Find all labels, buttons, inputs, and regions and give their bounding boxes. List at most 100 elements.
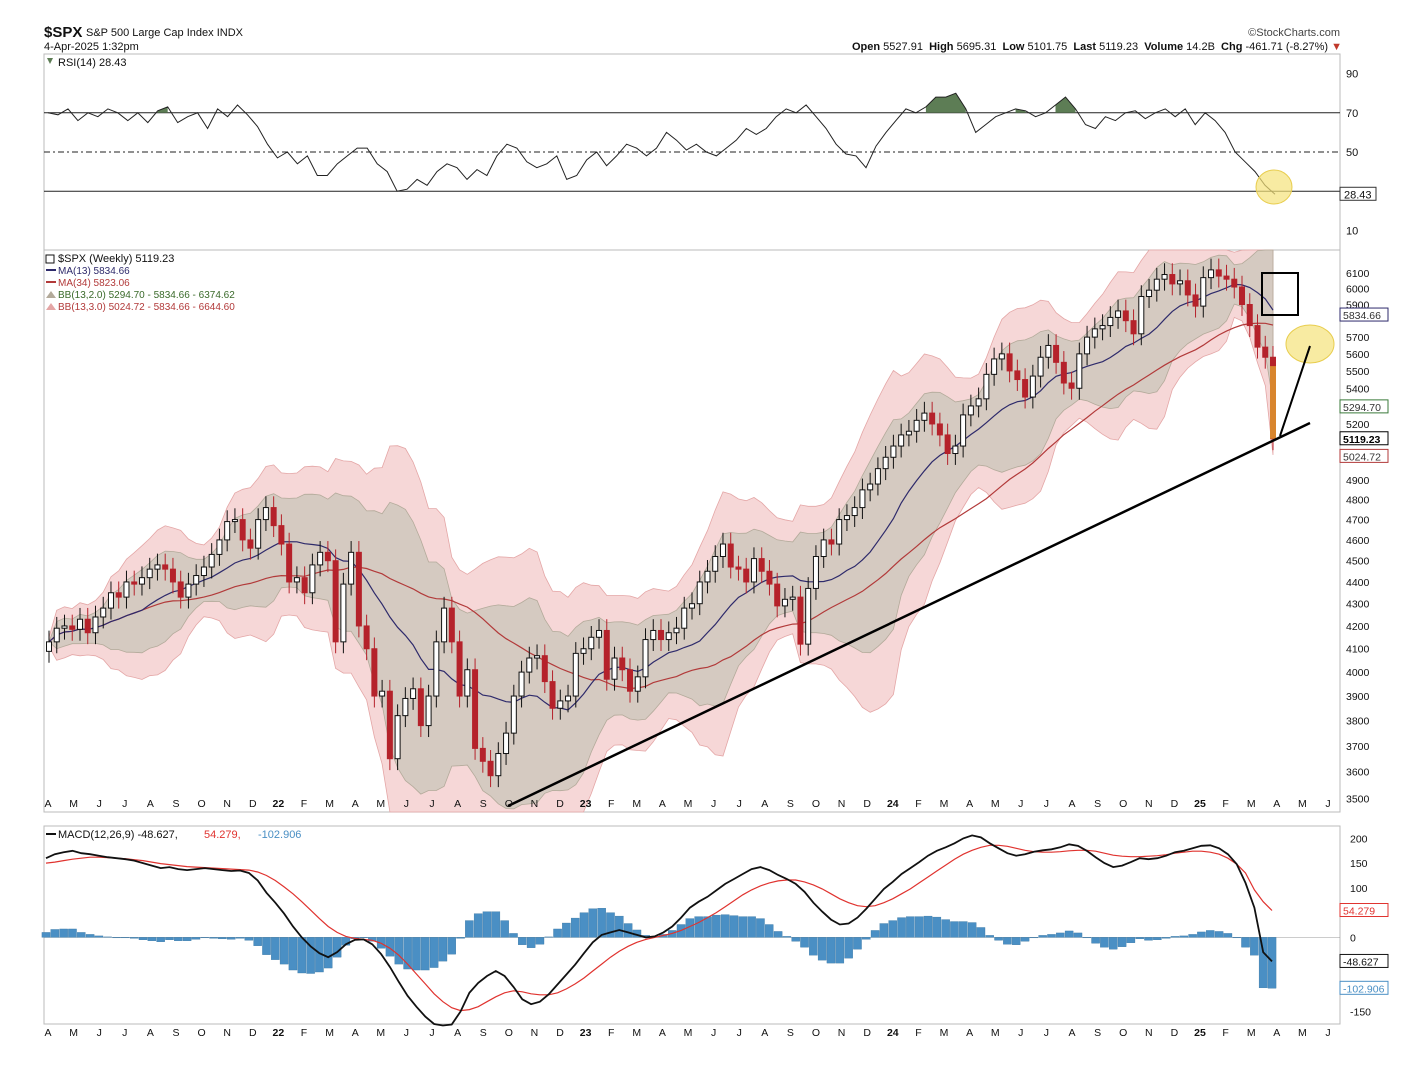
- macd-histogram-bar: [438, 937, 448, 962]
- macd-histogram-bar: [1223, 933, 1233, 938]
- macd-histogram-bar: [526, 937, 536, 948]
- macd-histogram-bar: [809, 937, 818, 956]
- x-axis-month-top: J: [404, 798, 409, 810]
- x-axis-month-top: N: [223, 798, 231, 810]
- macd-value-box: [1339, 903, 1389, 918]
- x-axis-month-bottom: M: [1247, 1027, 1256, 1039]
- support-trendline: [507, 421, 1311, 808]
- macd-histogram-bar: [1232, 937, 1241, 939]
- macd-histogram-bar: [429, 937, 439, 968]
- candle-body: [177, 581, 184, 598]
- x-axis-month-top: D: [1171, 798, 1179, 810]
- candle-body: [131, 581, 138, 585]
- candle-body: [146, 568, 153, 579]
- macd-histogram-bar: [1188, 934, 1197, 938]
- candle-body: [503, 732, 510, 755]
- macd-histogram-bar: [191, 937, 201, 940]
- macd-histogram-bar: [1064, 930, 1074, 938]
- candle-body: [154, 564, 161, 570]
- candle-body: [967, 405, 974, 416]
- x-axis-month-bottom: M: [325, 1027, 334, 1039]
- candle-body: [704, 570, 711, 583]
- candle-body: [1091, 328, 1098, 338]
- x-axis-month-top: J: [97, 798, 102, 810]
- candle-body: [169, 568, 176, 583]
- candle-body: [46, 641, 52, 652]
- x-axis-month-bottom: D: [863, 1027, 871, 1039]
- macd-histogram-bar: [844, 937, 853, 959]
- x-axis-month-bottom: A: [44, 1027, 51, 1039]
- candle-body: [255, 519, 262, 549]
- macd-histogram-bar: [288, 937, 298, 971]
- x-axis-month-top: D: [863, 798, 871, 810]
- macd-histogram-bar: [544, 936, 553, 938]
- candle-body: [231, 519, 238, 523]
- macd-histogram-bar: [985, 935, 994, 938]
- macd-histogram-bar: [906, 916, 915, 938]
- macd-line: [45, 834, 1273, 1027]
- candle-body: [301, 577, 308, 594]
- macd-histogram-bar: [1020, 937, 1030, 942]
- candle-body: [929, 412, 936, 425]
- macd-histogram-bar: [817, 937, 827, 961]
- high-label: High: [929, 41, 954, 53]
- macd-histogram-bar: [967, 922, 977, 938]
- macd-histogram-bar: [862, 937, 871, 940]
- macd-histogram-bar: [244, 937, 254, 941]
- candle-body: [138, 577, 145, 585]
- candle-body: [774, 583, 781, 607]
- macd-histogram-bar: [306, 937, 315, 974]
- macd-histogram-bar: [94, 935, 104, 938]
- last-label: Last: [1073, 41, 1097, 53]
- x-axis-month-bottom: N: [223, 1027, 231, 1039]
- x-axis-month-bottom: J: [737, 1027, 742, 1039]
- candle-body: [998, 353, 1005, 360]
- source-credit[interactable]: ©StockCharts.com: [1248, 27, 1340, 39]
- price-legend-icon: [45, 254, 55, 264]
- macd-histogram-bar: [756, 918, 765, 938]
- macd-histogram-bar: [579, 912, 589, 938]
- macd-histogram-bar: [914, 916, 924, 938]
- macd-histogram-bar: [297, 937, 307, 974]
- open-value: 5527.91: [883, 41, 923, 53]
- x-axis-month-bottom: A: [659, 1027, 666, 1039]
- macd-histogram-bar: [1135, 937, 1144, 940]
- candle-body: [1006, 353, 1013, 372]
- candle-body: [565, 695, 572, 702]
- candle-body: [658, 629, 664, 641]
- bb3-legend: BB(13,3.0) 5024.72 - 5834.66 - 6644.60: [58, 302, 235, 313]
- candle-body: [216, 539, 223, 555]
- candle-body: [688, 603, 695, 609]
- x-axis-month-bottom: O: [198, 1027, 206, 1039]
- macd-histogram-bar: [279, 937, 289, 965]
- price-tick-label: 4100: [1346, 644, 1370, 656]
- x-axis-month-bottom: S: [480, 1027, 487, 1039]
- macd-tick-label: 150: [1350, 858, 1368, 870]
- macd-histogram-bar: [226, 937, 236, 940]
- price-value-label: 5119.23: [1343, 434, 1381, 446]
- candle-body: [843, 515, 850, 521]
- macd-histogram-bar: [200, 937, 209, 939]
- price-value-label: 5294.70: [1343, 402, 1381, 414]
- bb2-legend: BB(13,2.0) 5294.70 - 5834.66 - 6374.62: [58, 290, 235, 301]
- target-arrow: [1279, 345, 1311, 437]
- candle-body: [874, 468, 881, 485]
- x-axis-month-top: J: [1044, 798, 1049, 810]
- candle-body: [340, 583, 347, 643]
- candle-body: [417, 688, 424, 727]
- candle-body: [735, 566, 742, 570]
- macd-histogram-bar: [1073, 932, 1083, 938]
- candle-body: [487, 760, 494, 777]
- macd-histogram-bar: [606, 912, 615, 938]
- candle-body: [193, 575, 200, 585]
- macd-histogram-bar: [1011, 937, 1021, 945]
- x-axis-month-bottom: J: [1325, 1027, 1330, 1039]
- candle-body: [510, 695, 517, 734]
- candle-body: [425, 695, 432, 727]
- candle-body: [526, 657, 533, 673]
- target-circle: [1285, 324, 1335, 364]
- macd-histogram-bar: [1241, 937, 1250, 948]
- macd-histogram-bar: [85, 934, 95, 938]
- candle-body: [1177, 280, 1184, 285]
- macd-histogram-bar: [1029, 937, 1039, 939]
